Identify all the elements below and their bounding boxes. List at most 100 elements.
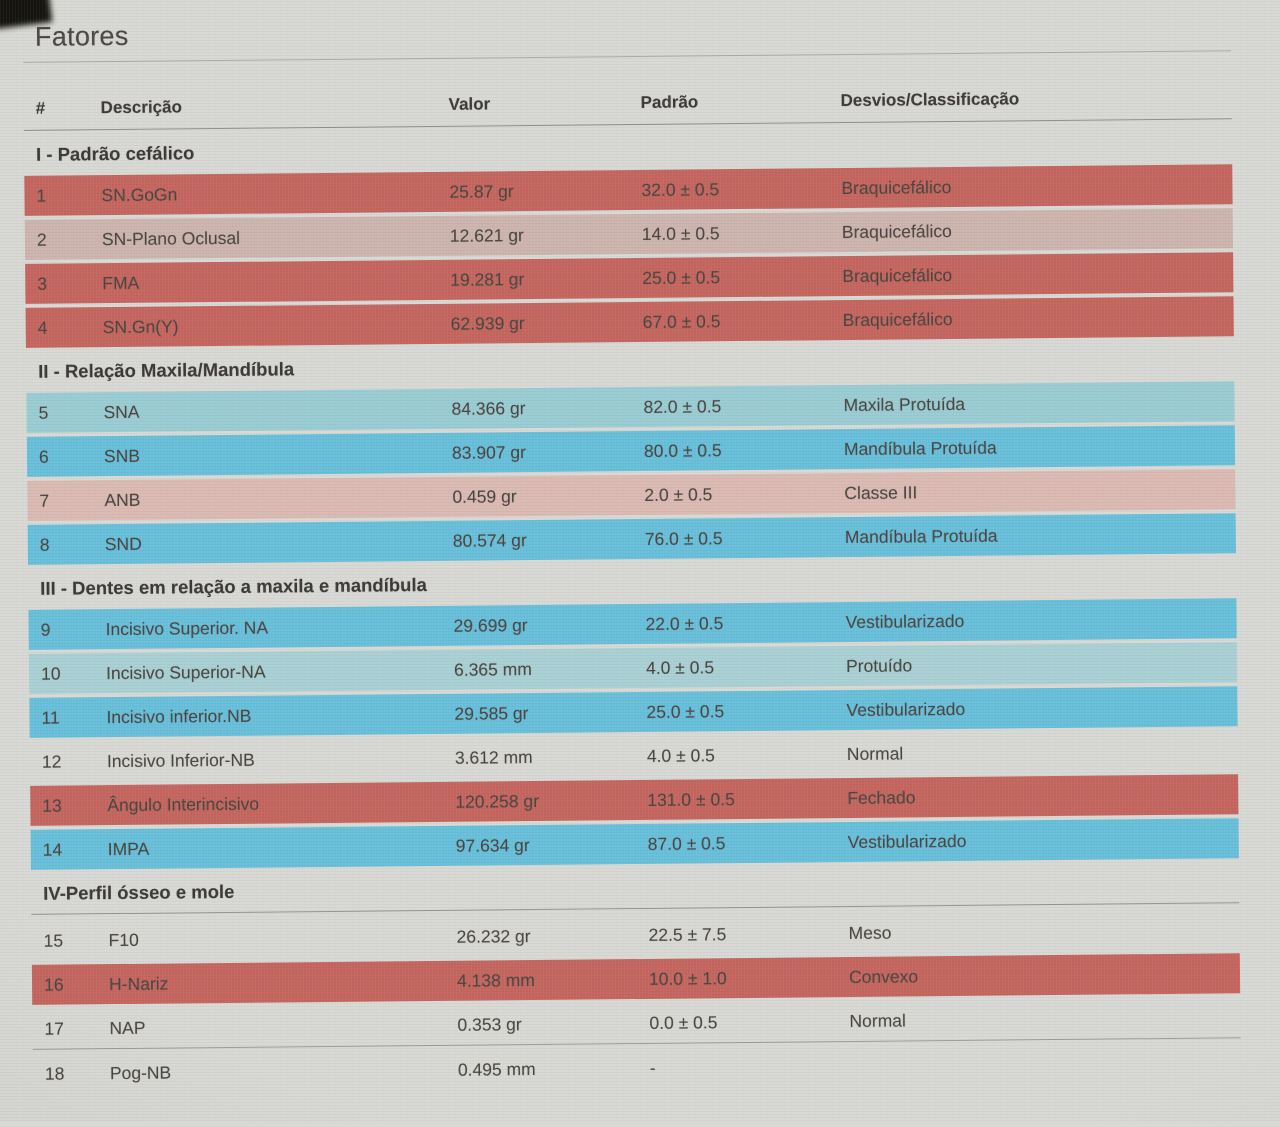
- factor-value: 12.621 gr: [449, 224, 524, 246]
- factor-value: 120.258 gr: [455, 790, 540, 812]
- factor-standard: 4.0 ± 0.5: [646, 744, 715, 766]
- factor-classification: Meso: [848, 922, 892, 943]
- row-number: 2: [36, 229, 47, 250]
- factor-classification: Mandíbula Protuída: [844, 525, 998, 547]
- factor-description: H-Nariz: [108, 973, 169, 994]
- row-number: 16: [43, 974, 64, 995]
- factor-description: SN.Gn(Y): [102, 315, 179, 337]
- factor-description: Incisivo inferior.NB: [106, 705, 252, 727]
- factor-classification: Classe III: [844, 481, 918, 503]
- factor-value: 62.939 gr: [450, 312, 525, 334]
- row-number: 4: [37, 317, 48, 338]
- factor-value: 25.87 gr: [449, 180, 514, 202]
- factor-description: FMA: [102, 272, 140, 293]
- factor-standard: 80.0 ± 0.5: [643, 439, 722, 461]
- row-number: 7: [39, 490, 50, 511]
- row-number: 18: [44, 1063, 65, 1084]
- factor-description: Pog-NB: [109, 1062, 172, 1083]
- factor-value: 84.366 gr: [451, 397, 526, 419]
- row-number: 8: [39, 534, 50, 555]
- factor-description: SN.GoGn: [101, 183, 178, 205]
- factor-standard: 76.0 ± 0.5: [644, 527, 723, 549]
- factor-standard: 22.0 ± 0.5: [645, 612, 724, 634]
- table-row: 16 H-Nariz 4.138 mm 10.0 ± 1.0 Convexo: [31, 953, 1241, 1005]
- table-row: 15 F10 26.232 gr 22.5 ± 7.5 Meso: [31, 909, 1239, 961]
- table-row: 7 ANB 0.459 gr 2.0 ± 0.5 Classe III: [27, 469, 1236, 521]
- row-number: 3: [37, 273, 48, 294]
- factor-value: 80.574 gr: [452, 529, 527, 551]
- factors-report: Fatores # Descrição Valor Padrão Desvios…: [23, 0, 1241, 1098]
- factor-standard: 4.0 ± 0.5: [645, 656, 715, 678]
- section-header: I - Padrão cefálico: [35, 142, 195, 165]
- section-header: II - Relação Maxila/Mandíbula: [38, 358, 295, 382]
- factor-value: 6.365 mm: [453, 658, 532, 680]
- factor-description: F10: [108, 929, 139, 950]
- table-row: 3 FMA 19.281 gr 25.0 ± 0.5 Braquicefálico: [25, 252, 1234, 304]
- table-row: 11 Incisivo inferior.NB 29.585 gr 25.0 ± 0.…: [29, 686, 1238, 738]
- factor-classification: Braquicefálico: [841, 176, 952, 198]
- factor-classification: Braquicefálico: [842, 264, 953, 286]
- factor-value: 4.138 mm: [456, 969, 535, 991]
- section-header: III - Dentes em relação a maxila e mandí…: [40, 574, 427, 599]
- factor-description: Incisivo Inferior-NB: [106, 749, 255, 771]
- column-header-valor: Valor: [448, 94, 491, 114]
- column-header-num: #: [35, 98, 46, 118]
- factor-classification: [850, 1062, 1241, 1066]
- factor-description: Ângulo Interincisivo: [107, 793, 260, 815]
- table-row: 10 Incisivo Superior-NA 6.365 mm 4.0 ± 0.5 P…: [28, 642, 1238, 694]
- column-header-padrao: Padrão: [640, 92, 699, 112]
- factor-standard: 0.0 ± 0.5: [649, 1011, 718, 1033]
- row-number: 10: [40, 663, 61, 684]
- factor-description: IMPA: [107, 838, 150, 859]
- factor-classification: Vestibularizado: [846, 698, 966, 720]
- factor-value: 19.281 gr: [450, 268, 525, 290]
- factor-value: 29.585 gr: [454, 702, 529, 724]
- factor-standard: 25.0 ± 0.5: [646, 700, 725, 722]
- factor-description: ANB: [104, 489, 141, 510]
- row-number: 1: [36, 185, 47, 206]
- table-row: 1 SN.GoGn 25.87 gr 32.0 ± 0.5 Braquicefálico: [24, 164, 1233, 216]
- factor-classification: Fechado: [847, 786, 916, 808]
- factor-value: 26.232 gr: [456, 925, 531, 947]
- factor-value: 0.459 gr: [452, 485, 517, 507]
- row-number: 6: [38, 446, 49, 467]
- table-row: 4 SN.Gn(Y) 62.939 gr 67.0 ± 0.5 Braquicefáli…: [25, 296, 1234, 348]
- row-number: 13: [42, 795, 62, 816]
- table-row: 18 Pog-NB 0.495 mm -: [33, 1042, 1241, 1094]
- factor-standard: 67.0 ± 0.5: [642, 310, 721, 332]
- factor-classification: Vestibularizado: [847, 830, 967, 852]
- factor-value: 97.634 gr: [455, 834, 530, 856]
- factor-classification: Braquicefálico: [841, 220, 952, 242]
- factor-description: NAP: [109, 1017, 146, 1038]
- factor-standard: 14.0 ± 0.5: [641, 222, 720, 244]
- page-title: Fatores: [34, 20, 129, 52]
- table-row: 17 NAP 0.353 gr 0.0 ± 0.5 Normal: [32, 997, 1241, 1050]
- row-number: 5: [38, 402, 49, 423]
- factor-description: SNA: [103, 401, 140, 422]
- factor-classification: Braquicefálico: [842, 308, 953, 330]
- factor-classification: Normal: [846, 742, 904, 764]
- factor-description: SND: [104, 533, 142, 554]
- factor-value: 29.699 gr: [453, 614, 528, 636]
- factor-standard: 32.0 ± 0.5: [641, 178, 720, 200]
- factor-classification: Maxila Protuída: [843, 393, 966, 415]
- table-header-row: # Descrição Valor Padrão Desvios/Classif…: [24, 87, 1232, 119]
- row-number: 12: [41, 751, 62, 772]
- table-row: 9 Incisivo Superior. NA 29.699 gr 22.0 ± 0.…: [28, 598, 1237, 650]
- factor-description: Incisivo Superior-NA: [105, 661, 266, 683]
- table-row: 13 Ângulo Interincisivo 120.258 gr 131.0 ± …: [30, 774, 1239, 826]
- header-divider: [23, 118, 1232, 131]
- row-number: 11: [41, 707, 60, 728]
- factor-classification: Protuído: [845, 654, 913, 676]
- table-row: 14 IMPA 97.634 gr 87.0 ± 0.5 Vestibularizado: [30, 818, 1239, 870]
- column-header-classif: Desvios/Classificação: [840, 89, 1020, 111]
- factor-standard: 25.0 ± 0.5: [642, 266, 721, 288]
- row-number: 15: [43, 930, 64, 951]
- factor-standard: 131.0 ± 0.5: [647, 788, 735, 810]
- factor-standard: 22.5 ± 7.5: [648, 923, 727, 945]
- factor-value: 0.353 gr: [457, 1013, 522, 1035]
- row-number: 9: [40, 619, 51, 640]
- table-row: 5 SNA 84.366 gr 82.0 ± 0.5 Maxila Protuída: [26, 381, 1235, 433]
- factor-standard: 87.0 ± 0.5: [647, 832, 726, 854]
